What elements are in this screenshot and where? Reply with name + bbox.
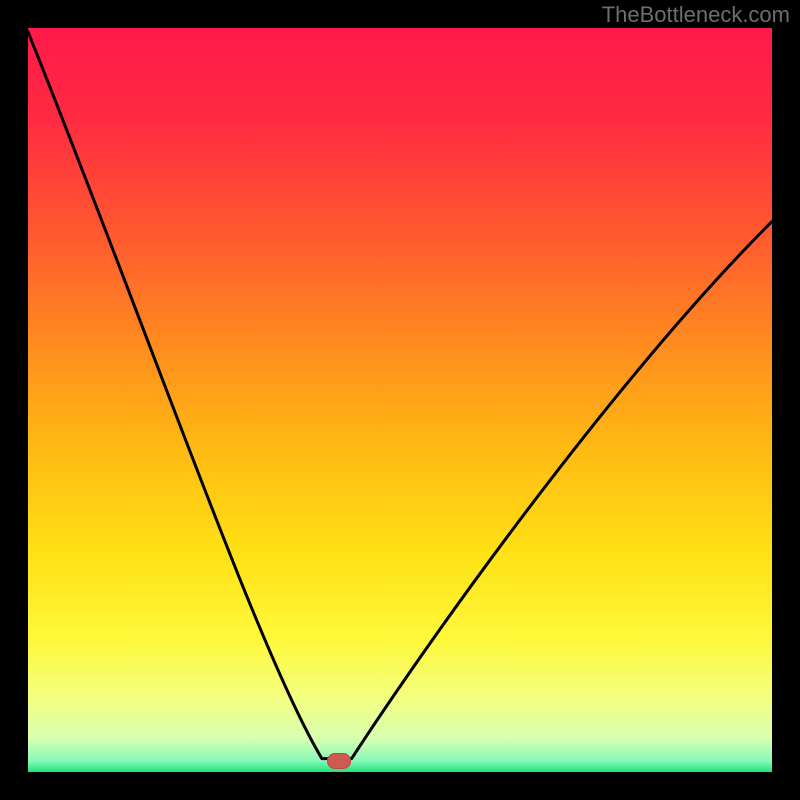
bottleneck-curve bbox=[28, 28, 772, 772]
plot-area bbox=[28, 28, 772, 772]
watermark-text: TheBottleneck.com bbox=[602, 2, 790, 28]
chart-container: TheBottleneck.com bbox=[0, 0, 800, 800]
optimum-marker bbox=[327, 753, 351, 769]
